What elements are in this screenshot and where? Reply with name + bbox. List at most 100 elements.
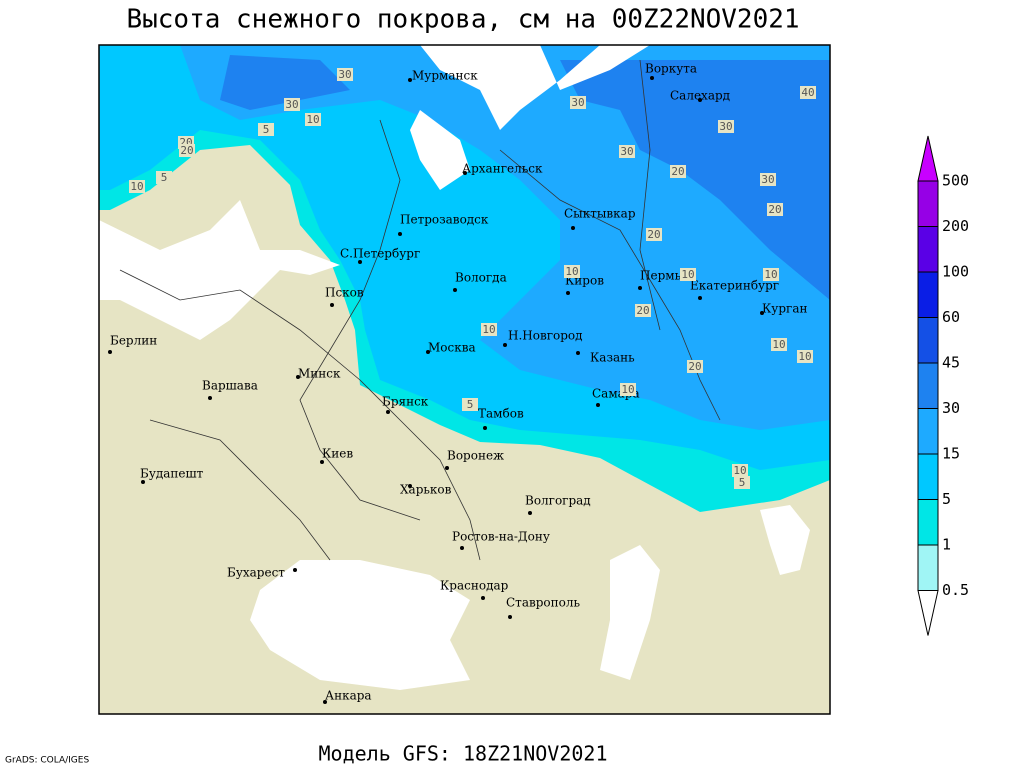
city-dot [638,286,642,290]
city-label: Сыктывкар [564,207,636,221]
contour-label-bg [635,304,651,317]
contour-label-bg [462,398,478,411]
city-label: Бухарест [227,566,285,580]
contour-label-bg [760,173,776,186]
city-dot [445,466,449,470]
contour-label-bg [620,383,636,396]
contour-label-bg [564,265,580,278]
contour-label-bg [670,165,686,178]
city-dot [453,288,457,292]
colorbar-box [917,271,939,318]
city-dot [571,226,575,230]
contour-label: 10 [621,383,634,396]
city-label: Ростов-на-Дону [452,530,550,544]
city-dot [208,396,212,400]
city-label: Тамбов [478,407,524,421]
colorbar-label: 200 [942,217,969,235]
contour-label: 30 [620,145,633,158]
contour-label: 5 [161,171,168,184]
city-label: Ставрополь [506,596,580,610]
contour-label-bg [687,360,703,373]
credit: GrADS: COLA/IGES [5,756,89,766]
city-dot [426,350,430,354]
contour-label-bg [763,268,779,281]
city-label: Будапешт [140,467,204,481]
contour-label: 10 [130,180,143,193]
contour-label: 5 [263,123,270,136]
city-dot [141,480,145,484]
colorbar-box [917,499,939,546]
contour-label-bg [258,123,274,136]
contour-label: 10 [764,268,777,281]
contour-label: 5 [739,476,746,489]
colorbar-label: 60 [942,308,960,326]
contour-label-bg [284,98,300,111]
city-dot [503,343,507,347]
subtitle: Модель GFS: 18Z21NOV2021 [319,742,608,766]
contour-label-bg [767,203,783,216]
city-label: Салехард [670,89,730,103]
colorbar-box [917,180,939,227]
city-dot [528,511,532,515]
colorbar-box [917,408,939,455]
colorbar-label: 45 [942,354,960,372]
city-label: Харьков [400,483,452,497]
city-label: Берлин [110,334,157,348]
city-label: Волгоград [525,494,591,508]
city-dot [650,76,654,80]
contour-label-bg [156,171,172,184]
city-label: С.Петербург [340,247,420,261]
contour-label-bg [797,350,813,363]
contour-label-bg [734,476,750,489]
contour-label: 5 [467,398,474,411]
city-dot [293,568,297,572]
colorbar-box [917,544,939,591]
city-dot [566,291,570,295]
city-dot [483,426,487,430]
city-label: Москва [428,341,476,355]
contour-label: 30 [338,68,351,81]
contour-label: 30 [571,96,584,109]
colorbar-label: 100 [942,263,969,281]
contour-label-bg [800,86,816,99]
contour-label: 10 [565,265,578,278]
colorbar-box [917,226,939,273]
city-label: Вологда [455,271,507,285]
city-dot [408,78,412,82]
city-label: Псков [325,286,364,300]
contour-label-bg [619,145,635,158]
contour-label: 40 [801,86,814,99]
contour-label-bg [771,338,787,351]
city-dot [296,375,300,379]
contour-label: 30 [761,173,774,186]
city-dot [460,546,464,550]
contour-label: 20 [671,165,684,178]
city-dot [358,260,362,264]
colorbar-high [917,135,939,182]
contour-label-bg [481,323,497,336]
title: Высота снежного покрова, см на 00Z22NOV2… [126,5,799,35]
contour-label: 10 [798,350,811,363]
colorbar-box [917,317,939,364]
city-label: Курган [762,302,807,316]
contour-label-bg [337,68,353,81]
contour-label: 10 [306,113,319,126]
city-label: Краснодар [440,579,509,593]
city-label: Петрозаводск [400,213,489,227]
city-label: Брянск [382,395,429,409]
contour-label: 20 [768,203,781,216]
city-dot [698,98,702,102]
city-label: Минск [298,367,341,381]
city-label: Анкара [325,689,372,703]
contour-label: 10 [733,464,746,477]
contour-label-bg [680,268,696,281]
city-dot [408,484,412,488]
contour-label: 20 [636,304,649,317]
contour-label-bg [570,96,586,109]
city-dot [320,460,324,464]
city-dot [576,351,580,355]
colorbar-label: 0.5 [942,581,969,599]
colorbar-label: 1 [942,536,951,554]
